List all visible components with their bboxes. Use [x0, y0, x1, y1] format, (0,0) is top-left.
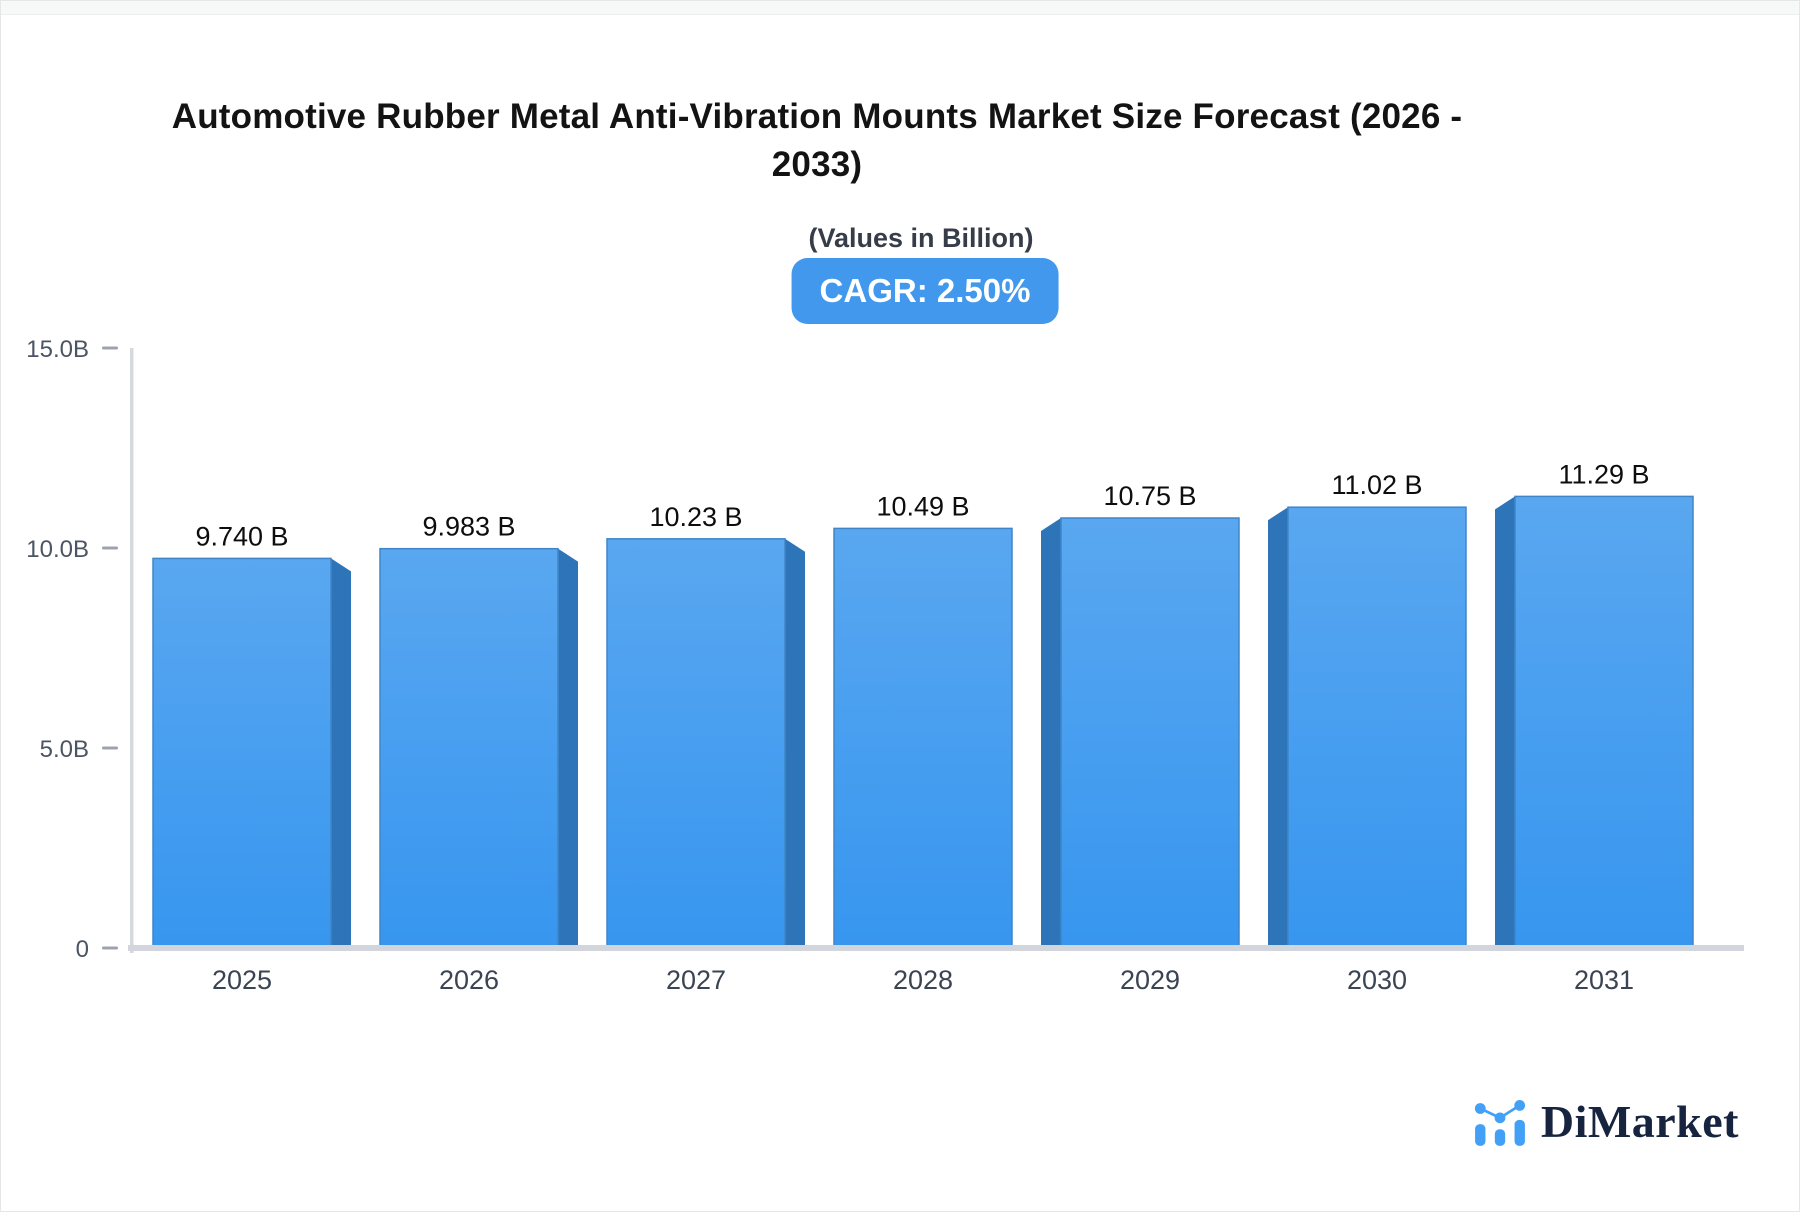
dimarket-logo[interactable]: DiMarket	[1473, 1095, 1739, 1148]
axis-layer: 15.0B 10.0B 5.0B 0	[26, 336, 134, 963]
bar-value-label: 9.983 B	[422, 512, 515, 542]
chart-title-line-1: Automotive Rubber Metal Anti-Vibration M…	[171, 97, 1463, 136]
chart-title-line-2: 2033)	[771, 145, 863, 184]
x-tick-label-2030: 2030	[1347, 965, 1407, 995]
y-tick-label: 10.0B	[26, 536, 89, 563]
x-tick-label-2031: 2031	[1574, 965, 1634, 995]
bar-2031[interactable]: 11.29 B	[1495, 459, 1694, 949]
y-tick-dash	[102, 746, 118, 750]
bar-side-face	[1268, 507, 1288, 948]
bar-front-face	[1060, 517, 1240, 949]
bar-2028[interactable]: 10.49 B	[833, 491, 1013, 949]
bar-2027[interactable]: 10.23 B	[606, 502, 805, 949]
bar-side-face	[331, 558, 351, 948]
bar-2026[interactable]: 9.983 B	[379, 512, 578, 949]
bar-2029[interactable]: 10.75 B	[1041, 481, 1240, 949]
chart-title: Automotive Rubber Metal Anti-Vibration M…	[1, 93, 1633, 189]
bar-front-face	[1514, 495, 1694, 949]
logo-text: DiMarket	[1540, 1096, 1739, 1147]
bar-value-label: 10.49 B	[876, 491, 969, 521]
y-tick-label: 0	[76, 936, 89, 963]
y-tick-label: 5.0B	[40, 736, 89, 763]
x-tick-label-2028: 2028	[893, 965, 953, 995]
bar-front-face	[379, 547, 559, 949]
bar-side-face	[558, 548, 578, 948]
cagr-badge: CAGR: 2.50%	[791, 258, 1059, 324]
y-tick-dash	[102, 946, 118, 950]
x-tick-label-2026: 2026	[439, 965, 499, 995]
bar-front-face	[152, 557, 332, 949]
bar-value-label: 11.02 B	[1331, 470, 1422, 500]
overlay-layer: 2025 2026 2027 2028 2029 2030 2031	[128, 945, 1744, 995]
bar-value-label: 9.740 B	[195, 521, 288, 551]
y-axis-line	[130, 348, 134, 953]
x-tick-label-2025: 2025	[212, 965, 272, 995]
bar-front-face	[833, 527, 1013, 949]
x-tick-label-2029: 2029	[1120, 965, 1180, 995]
y-tick-dash	[102, 346, 118, 350]
bar-front-face	[1287, 506, 1467, 949]
bars-layer: 9.740 B 9.983 B 10.23 B 10.49 B 10.75 B 11.02…	[152, 459, 1694, 949]
chart-subtitle: (Values in Billion)	[808, 223, 1034, 253]
bar-side-face	[785, 538, 805, 948]
x-tick-label-2027: 2027	[666, 965, 726, 995]
bar-value-label: 10.75 B	[1103, 481, 1196, 511]
bar-value-label: 11.29 B	[1558, 459, 1649, 489]
x-axis-baseline	[128, 945, 1744, 951]
bar-side-face	[1495, 496, 1515, 948]
y-tick-label: 15.0B	[26, 336, 89, 363]
bar-value-label: 10.23 B	[649, 502, 742, 532]
y-tick-dash	[102, 546, 118, 550]
bar-side-face	[1041, 518, 1061, 948]
bar-2030[interactable]: 11.02 B	[1268, 470, 1467, 949]
bar-2025[interactable]: 9.740 B	[152, 521, 351, 949]
mini-bar-line-chart-icon	[1474, 1099, 1525, 1146]
bar-front-face	[606, 538, 786, 949]
